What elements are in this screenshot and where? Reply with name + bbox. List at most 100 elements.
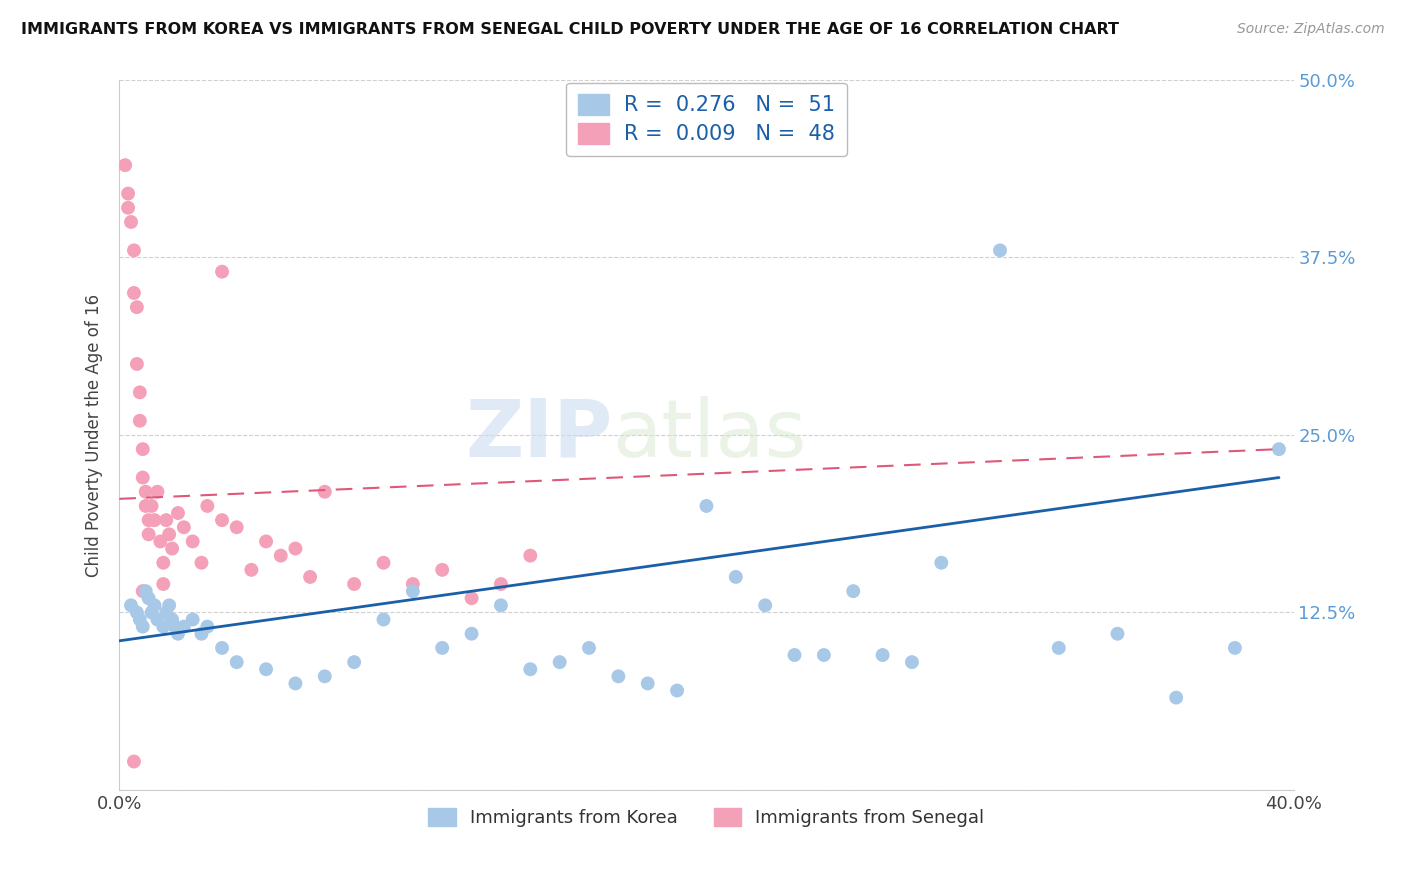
Point [190,556,212,570]
Point [155,606,177,620]
Point [135,484,157,499]
Point [128,385,150,400]
Point [195,619,218,633]
Point [314,669,336,683]
Point [432,640,454,655]
Point [190,626,212,640]
Point [254,662,277,676]
Point [402,577,425,591]
Point [157,527,180,541]
Point [146,484,169,499]
Point [225,520,247,534]
Point [607,669,630,683]
Point [155,513,177,527]
Point [842,584,865,599]
Point [489,599,512,613]
Point [872,648,894,662]
Point [460,626,482,640]
Point [666,683,689,698]
Point [181,613,204,627]
Point [754,599,776,613]
Point [128,613,150,627]
Point [211,265,233,279]
Point [901,655,924,669]
Point [1268,442,1291,457]
Point [813,648,835,662]
Point [125,300,148,314]
Point [195,499,218,513]
Point [373,556,395,570]
Text: ZIP: ZIP [465,396,613,474]
Point [519,662,541,676]
Y-axis label: Child Poverty Under the Age of 16: Child Poverty Under the Age of 16 [86,293,103,576]
Point [146,613,169,627]
Point [299,570,322,584]
Point [783,648,806,662]
Text: Source: ZipAtlas.com: Source: ZipAtlas.com [1237,22,1385,37]
Point [1047,640,1070,655]
Point [1166,690,1188,705]
Point [138,591,160,606]
Point [1107,626,1129,640]
Point [988,244,1011,258]
Point [254,534,277,549]
Point [125,357,148,371]
Point [519,549,541,563]
Point [929,556,952,570]
Text: IMMIGRANTS FROM KOREA VS IMMIGRANTS FROM SENEGAL CHILD POVERTY UNDER THE AGE OF : IMMIGRANTS FROM KOREA VS IMMIGRANTS FROM… [21,22,1119,37]
Point [578,640,600,655]
Point [132,442,155,457]
Point [432,563,454,577]
Point [373,613,395,627]
Point [402,584,425,599]
Point [138,527,160,541]
Point [284,676,307,690]
Point [143,599,166,613]
Point [1223,640,1246,655]
Point [120,215,142,229]
Point [167,506,190,520]
Point [117,201,139,215]
Point [120,599,142,613]
Text: atlas: atlas [613,396,807,474]
Point [343,655,366,669]
Point [343,577,366,591]
Point [152,577,174,591]
Point [132,619,155,633]
Point [637,676,659,690]
Point [149,534,172,549]
Point [489,577,512,591]
Point [141,499,163,513]
Point [157,599,180,613]
Point [460,591,482,606]
Point [225,655,247,669]
Point [128,414,150,428]
Point [135,584,157,599]
Point [125,606,148,620]
Point [160,541,183,556]
Point [211,640,233,655]
Point [173,520,195,534]
Point [132,470,155,484]
Point [695,499,717,513]
Point [152,619,174,633]
Point [181,534,204,549]
Point [143,513,166,527]
Point [167,626,190,640]
Point [165,619,187,633]
Point [122,755,145,769]
Point [284,541,307,556]
Point [114,158,136,172]
Legend: Immigrants from Korea, Immigrants from Senegal: Immigrants from Korea, Immigrants from S… [422,800,991,834]
Point [160,613,183,627]
Point [548,655,571,669]
Point [117,186,139,201]
Point [141,606,163,620]
Point [724,570,747,584]
Point [152,556,174,570]
Point [122,244,145,258]
Point [122,285,145,300]
Point [270,549,292,563]
Point [138,513,160,527]
Point [132,584,155,599]
